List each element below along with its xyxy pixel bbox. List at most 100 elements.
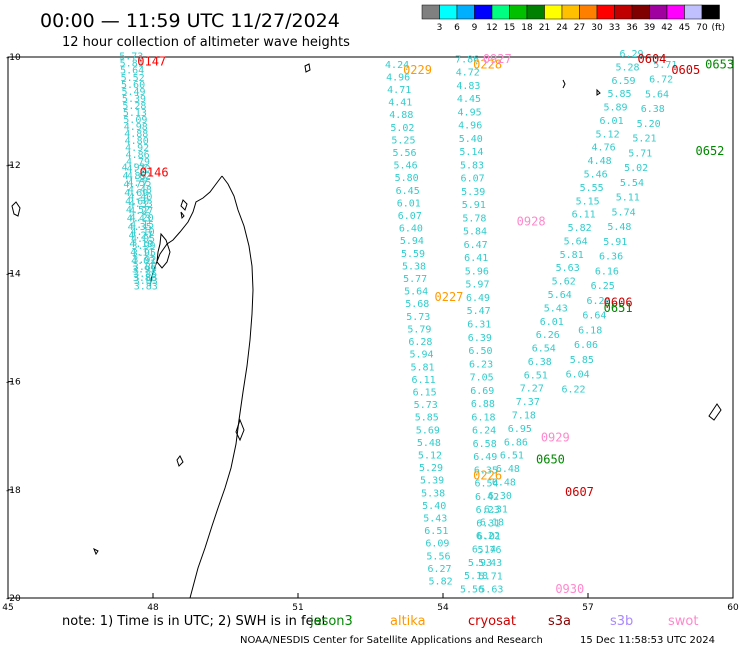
pass-time-label: 0607 — [565, 485, 594, 499]
colorbar-label: 9 — [472, 23, 478, 33]
pass-time-label: 0228 — [473, 57, 502, 71]
pass-time-label: 0229 — [403, 63, 432, 77]
swh-value: 6.36 — [599, 252, 623, 263]
page-subtitle: 12 hour collection of altimeter wave hei… — [62, 35, 350, 50]
swh-value: 7.27 — [520, 384, 544, 395]
swh-value: 5.74 — [612, 207, 636, 218]
swh-value: 6.48 — [492, 477, 516, 488]
coastline-islands — [11, 63, 722, 556]
swh-value: 5.48 — [417, 438, 441, 449]
swh-value: 6.59 — [611, 76, 635, 87]
swh-value: 3.83 — [134, 282, 158, 293]
swh-value: 5.56 — [426, 551, 450, 562]
footer-timestamp: 15 Dec 11:58:53 UTC 2024 — [580, 635, 715, 646]
swh-value: 5.64 — [645, 89, 669, 100]
pass-time-label: 0604 — [638, 52, 667, 66]
pass-time-label: 0605 — [671, 63, 700, 77]
swh-value: 5.14 — [459, 147, 483, 158]
swh-value: 5.40 — [422, 501, 446, 512]
swh-value: 5.85 — [570, 355, 594, 366]
swh-value: 5.96 — [465, 266, 489, 277]
swh-value: 6.49 — [466, 293, 490, 304]
swh-value: 3.92 — [132, 255, 156, 266]
swh-value: 6.29 — [619, 49, 643, 60]
swh-value: 6.31 — [476, 518, 500, 529]
swh-value: 6.35 — [474, 465, 498, 476]
swh-value: 4.62 — [127, 171, 151, 182]
swh-value: 5.46 — [394, 161, 418, 172]
pass-time-label: 0650 — [536, 452, 565, 466]
swh-value: 5.82 — [429, 576, 453, 587]
swh-value: 6.18 — [480, 518, 504, 529]
swh-value: 5.47 — [467, 306, 491, 317]
colorbar-label: 30 — [591, 23, 603, 33]
swh-value: 5.73 — [414, 400, 438, 411]
swh-value: 5.73 — [119, 52, 143, 63]
swh-value: 6.42 — [475, 492, 499, 503]
swh-value: 5.83 — [460, 160, 484, 171]
satellite-legend-item: jason3 — [309, 614, 353, 629]
swh-value: 4.35 — [128, 222, 152, 233]
swh-value: 4.11 — [130, 248, 154, 259]
colorbar-swatch — [614, 4, 633, 20]
lon-tick-label: 60 — [727, 603, 739, 613]
swh-value: 4.48 — [128, 185, 152, 196]
swh-value: 4.19 — [129, 239, 153, 250]
swh-value: 4.60 — [125, 197, 149, 208]
swh-value: 6.07 — [461, 174, 485, 185]
lat-tick-label: -18 — [6, 486, 21, 496]
colorbar-swatch — [421, 4, 440, 20]
swh-value: 4.98 — [124, 122, 148, 133]
swh-value: 5.91 — [462, 200, 486, 211]
swh-value: 5.09 — [123, 115, 147, 126]
swh-value: 6.49 — [473, 452, 497, 463]
swh-value: 4.86 — [126, 150, 150, 161]
swh-value: 4.92 — [125, 143, 149, 154]
swh-value: 4.27 — [129, 231, 153, 242]
swh-value: 5.64 — [564, 236, 588, 247]
swh-value: 5.12 — [418, 450, 442, 461]
swh-value: 6.23 — [469, 359, 493, 370]
colorbar-swatch — [474, 4, 493, 20]
pass-time-label: 0928 — [517, 214, 546, 228]
swh-value: 5.94 — [409, 350, 433, 361]
swh-value: 4.48 — [588, 156, 612, 167]
lat-tick-label: -16 — [6, 378, 21, 388]
swh-value: 5.63 — [479, 585, 503, 596]
swh-value: 6.28 — [408, 337, 432, 348]
colorbar-label: 21 — [539, 23, 550, 33]
swh-value: 6.95 — [508, 424, 532, 435]
swh-value: 5.60 — [121, 80, 145, 91]
swh-value: 5.77 — [403, 274, 427, 285]
swh-value: 7.86 — [455, 54, 479, 65]
pass-time-label: 0930 — [555, 582, 584, 596]
swh-value: 5.64 — [120, 66, 144, 77]
swh-value: 3.83 — [134, 276, 158, 287]
swh-value: 5.81 — [120, 59, 144, 70]
wave-height-colorbar: 3 6 9 12 15 18 21 24 27 30 33 36 39 42 45 70 (ft) — [421, 4, 725, 33]
swh-value: 6.26 — [536, 330, 560, 341]
swh-value: 6.01 — [397, 198, 421, 209]
swh-value: 5.20 — [637, 119, 661, 130]
swh-value: 6.18 — [578, 325, 602, 336]
lat-tick-label: -14 — [6, 269, 21, 279]
swh-value: 4.20 — [130, 213, 154, 224]
swh-value: 6.28 — [586, 296, 610, 307]
swh-value: 5.71 — [628, 148, 652, 159]
satellite-legend-item: cryosat — [468, 614, 516, 629]
swh-value: 6.30 — [488, 491, 512, 502]
swh-value: 3.88 — [133, 273, 157, 284]
colorbar-label: 12 — [486, 23, 497, 33]
lon-tick-label: 51 — [292, 603, 303, 613]
swh-value: 5.02 — [390, 123, 414, 134]
swh-value: 5.63 — [556, 263, 580, 274]
swh-value: 6.14 — [472, 544, 496, 555]
swh-value: 5.39 — [461, 187, 485, 198]
swh-value: 4.45 — [457, 94, 481, 105]
swh-value: 5.71 — [653, 60, 677, 71]
swh-value: 6.51 — [524, 370, 548, 381]
swh-value: 5.59 — [401, 249, 425, 260]
swh-value: 5.52 — [121, 73, 145, 84]
swh-value: 6.45 — [396, 186, 420, 197]
lon-tick-label: 54 — [437, 603, 449, 613]
